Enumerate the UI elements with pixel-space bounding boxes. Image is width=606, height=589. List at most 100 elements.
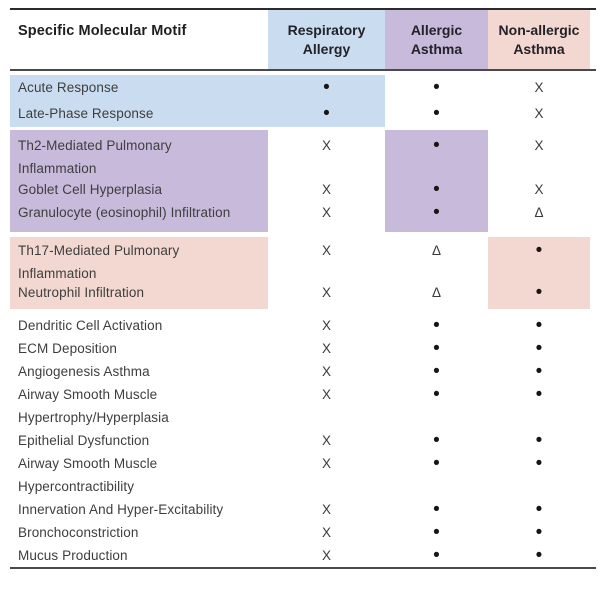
cell-allergic-asthma: • [433, 499, 440, 520]
column-header-line: Asthma [410, 40, 463, 57]
column-header-allergic-asthma: Allergic Asthma [385, 10, 488, 69]
cell-respiratory-allergy: • [268, 75, 385, 101]
row-label: Th2-Mediated Pulmonary [18, 138, 172, 153]
table-row: Th2-Mediated Pulmonary Inflammation X • … [10, 130, 590, 180]
row-label: Epithelial Dysfunction [18, 433, 150, 448]
table-row: Granulocyte (eosinophil) Infiltration X … [10, 201, 590, 232]
cell-respiratory-allergy: X [321, 387, 331, 402]
table-row: Acute Response • • X [10, 75, 590, 101]
cell-non-allergic-asthma: X [534, 182, 544, 197]
cell-non-allergic-asthma: X [534, 138, 544, 153]
column-header-line: Asthma [513, 40, 565, 57]
table-row: Late-Phase Response • • X [10, 101, 590, 127]
cell-respiratory-allergy: X [321, 243, 331, 258]
cell-respiratory-allergy: X [321, 318, 331, 333]
cell-non-allergic-asthma: • [488, 281, 590, 309]
cell-non-allergic-asthma: • [535, 384, 543, 405]
table-header-row: Specific Molecular Motif Respiratory All… [10, 10, 590, 69]
row-label: Goblet Cell Hyperplasia [18, 182, 163, 197]
table-row: Airway Smooth Muscle Hypercontractibilit… [10, 452, 590, 498]
cell-respiratory-allergy: X [321, 182, 331, 197]
cell-allergic-asthma: Δ [431, 285, 442, 300]
cell-respiratory-allergy: X [321, 548, 331, 563]
row-label-cell: Goblet Cell Hyperplasia [10, 178, 268, 201]
column-header-line: Allergic [410, 21, 463, 38]
cell-non-allergic-asthma: X [534, 106, 544, 121]
row-label: Dendritic Cell Activation [18, 318, 163, 333]
row-label-cell: Epithelial Dysfunction [10, 429, 268, 452]
column-header-line: Non-allergic [498, 21, 580, 38]
column-header-non-allergic-asthma: Non-allergic Asthma [488, 10, 590, 69]
cell-allergic-asthma: • [433, 430, 440, 451]
row-label-cell: Airway Smooth Muscle Hypercontractibilit… [10, 452, 268, 498]
row-label: Airway Smooth Muscle [18, 456, 158, 471]
cell-non-allergic-asthma: • [488, 237, 590, 285]
table-row: Angiogenesis Asthma X • • [10, 360, 590, 383]
cell-allergic-asthma: • [385, 178, 488, 201]
table-row: Mucus Production X • • [10, 544, 590, 567]
row-label: Th17-Mediated Pulmonary [18, 243, 180, 258]
row-label: Airway Smooth Muscle [18, 387, 158, 402]
table-row: Epithelial Dysfunction X • • [10, 429, 590, 452]
section-respiratory-allergy: Acute Response • • X Late-Phase Response… [10, 75, 596, 127]
row-label-cell: Mucus Production [10, 544, 268, 567]
table-top-rule [10, 8, 596, 10]
cell-non-allergic-asthma: • [535, 315, 543, 336]
cell-non-allergic-asthma: • [535, 453, 543, 474]
cell-allergic-asthma: • [433, 522, 440, 543]
cell-allergic-asthma: • [433, 338, 440, 359]
cell-non-allergic-asthma: Δ [534, 205, 544, 220]
cell-respiratory-allergy: • [268, 101, 385, 127]
cell-respiratory-allergy: X [321, 433, 331, 448]
section-allergic-asthma: Th2-Mediated Pulmonary Inflammation X • … [10, 130, 596, 232]
cell-respiratory-allergy: X [321, 525, 331, 540]
row-label: Late-Phase Response [18, 106, 154, 121]
cell-respiratory-allergy: X [321, 205, 331, 220]
motif-comparison-table: Specific Molecular Motif Respiratory All… [10, 8, 596, 569]
row-label-line2: Hypertrophy/Hyperplasia [18, 410, 169, 425]
table-row: Bronchoconstriction X • • [10, 521, 590, 544]
row-label-cell: Acute Response [10, 75, 268, 101]
cell-respiratory-allergy: X [321, 502, 331, 517]
cell-non-allergic-asthma: • [535, 545, 543, 566]
cell-non-allergic-asthma: • [535, 361, 543, 382]
cell-allergic-asthma: • [433, 103, 440, 124]
section-shared-motifs: Dendritic Cell Activation X • • ECM Depo… [10, 314, 596, 567]
column-header-respiratory-allergy: Respiratory Allergy [268, 10, 385, 69]
cell-respiratory-allergy: X [321, 456, 331, 471]
row-label-cell: Neutrophil Infiltration [10, 281, 268, 309]
table-row: Innervation And Hyper-Excitability X • • [10, 498, 590, 521]
row-label-cell: Late-Phase Response [10, 101, 268, 127]
column-header-line: Allergy [302, 40, 351, 57]
row-label: Mucus Production [18, 548, 128, 563]
cell-respiratory-allergy: X [321, 364, 331, 379]
row-label-cell: Airway Smooth Muscle Hypertrophy/Hyperpl… [10, 383, 268, 429]
cell-respiratory-allergy: X [321, 138, 331, 153]
table-row: Th17-Mediated Pulmonary Inflammation X Δ… [10, 237, 590, 285]
cell-non-allergic-asthma: • [535, 522, 543, 543]
cell-allergic-asthma: • [433, 361, 440, 382]
cell-non-allergic-asthma: X [534, 80, 544, 95]
table-bottom-rule [10, 567, 596, 569]
row-label-line2: Inflammation [18, 161, 97, 176]
row-label-line2: Inflammation [18, 266, 97, 281]
cell-non-allergic-asthma: • [535, 430, 543, 451]
row-label-cell: Th17-Mediated Pulmonary Inflammation [10, 237, 268, 285]
cell-respiratory-allergy: X [321, 285, 331, 300]
row-label: Angiogenesis Asthma [18, 364, 150, 379]
cell-respiratory-allergy: X [321, 341, 331, 356]
cell-allergic-asthma: • [433, 384, 440, 405]
cell-allergic-asthma: • [433, 77, 440, 98]
row-label: Granulocyte (eosinophil) Infiltration [18, 205, 231, 220]
cell-non-allergic-asthma: • [535, 338, 543, 359]
cell-allergic-asthma: • [433, 315, 440, 336]
table-row: Airway Smooth Muscle Hypertrophy/Hyperpl… [10, 383, 590, 429]
column-header-line: Respiratory [287, 21, 366, 38]
table-row: Goblet Cell Hyperplasia X • X [10, 178, 590, 201]
row-label-line2: Hypercontractibility [18, 479, 135, 494]
row-label-cell: Bronchoconstriction [10, 521, 268, 544]
row-label-cell: Th2-Mediated Pulmonary Inflammation [10, 130, 268, 180]
column-header-motif: Specific Molecular Motif [18, 23, 187, 39]
row-label-cell: Dendritic Cell Activation [10, 314, 268, 337]
row-label: Bronchoconstriction [18, 525, 139, 540]
